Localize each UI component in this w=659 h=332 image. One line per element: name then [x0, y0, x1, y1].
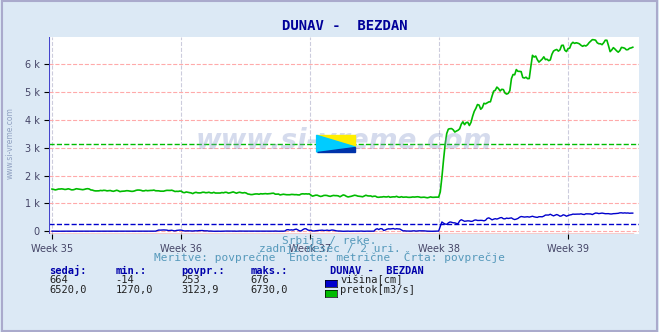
Text: povpr.:: povpr.: — [181, 266, 225, 276]
Text: 6730,0: 6730,0 — [250, 285, 288, 295]
Text: maks.:: maks.: — [250, 266, 288, 276]
Text: www.si-vreme.com: www.si-vreme.com — [5, 107, 14, 179]
Text: višina[cm]: višina[cm] — [340, 275, 403, 285]
Text: 253: 253 — [181, 275, 200, 285]
Text: 3123,9: 3123,9 — [181, 285, 219, 295]
Polygon shape — [316, 135, 355, 152]
Text: www.si-vreme.com: www.si-vreme.com — [196, 127, 492, 155]
Text: min.:: min.: — [115, 266, 146, 276]
Text: -14: -14 — [115, 275, 134, 285]
Text: 676: 676 — [250, 275, 269, 285]
Text: 664: 664 — [49, 275, 68, 285]
Polygon shape — [316, 135, 355, 147]
Text: Srbija / reke.: Srbija / reke. — [282, 236, 377, 246]
Text: pretok[m3/s]: pretok[m3/s] — [340, 286, 415, 295]
Text: DUNAV -  BEZDAN: DUNAV - BEZDAN — [330, 266, 423, 276]
Text: zadnji mesec / 2 uri.: zadnji mesec / 2 uri. — [258, 244, 401, 254]
Text: 6520,0: 6520,0 — [49, 285, 87, 295]
Text: Meritve: povprečne  Enote: metrične  Črta: povprečje: Meritve: povprečne Enote: metrične Črta:… — [154, 251, 505, 263]
Text: sedaj:: sedaj: — [49, 265, 87, 276]
Polygon shape — [316, 147, 355, 152]
Text: 1270,0: 1270,0 — [115, 285, 153, 295]
Title: DUNAV -  BEZDAN: DUNAV - BEZDAN — [281, 19, 407, 33]
